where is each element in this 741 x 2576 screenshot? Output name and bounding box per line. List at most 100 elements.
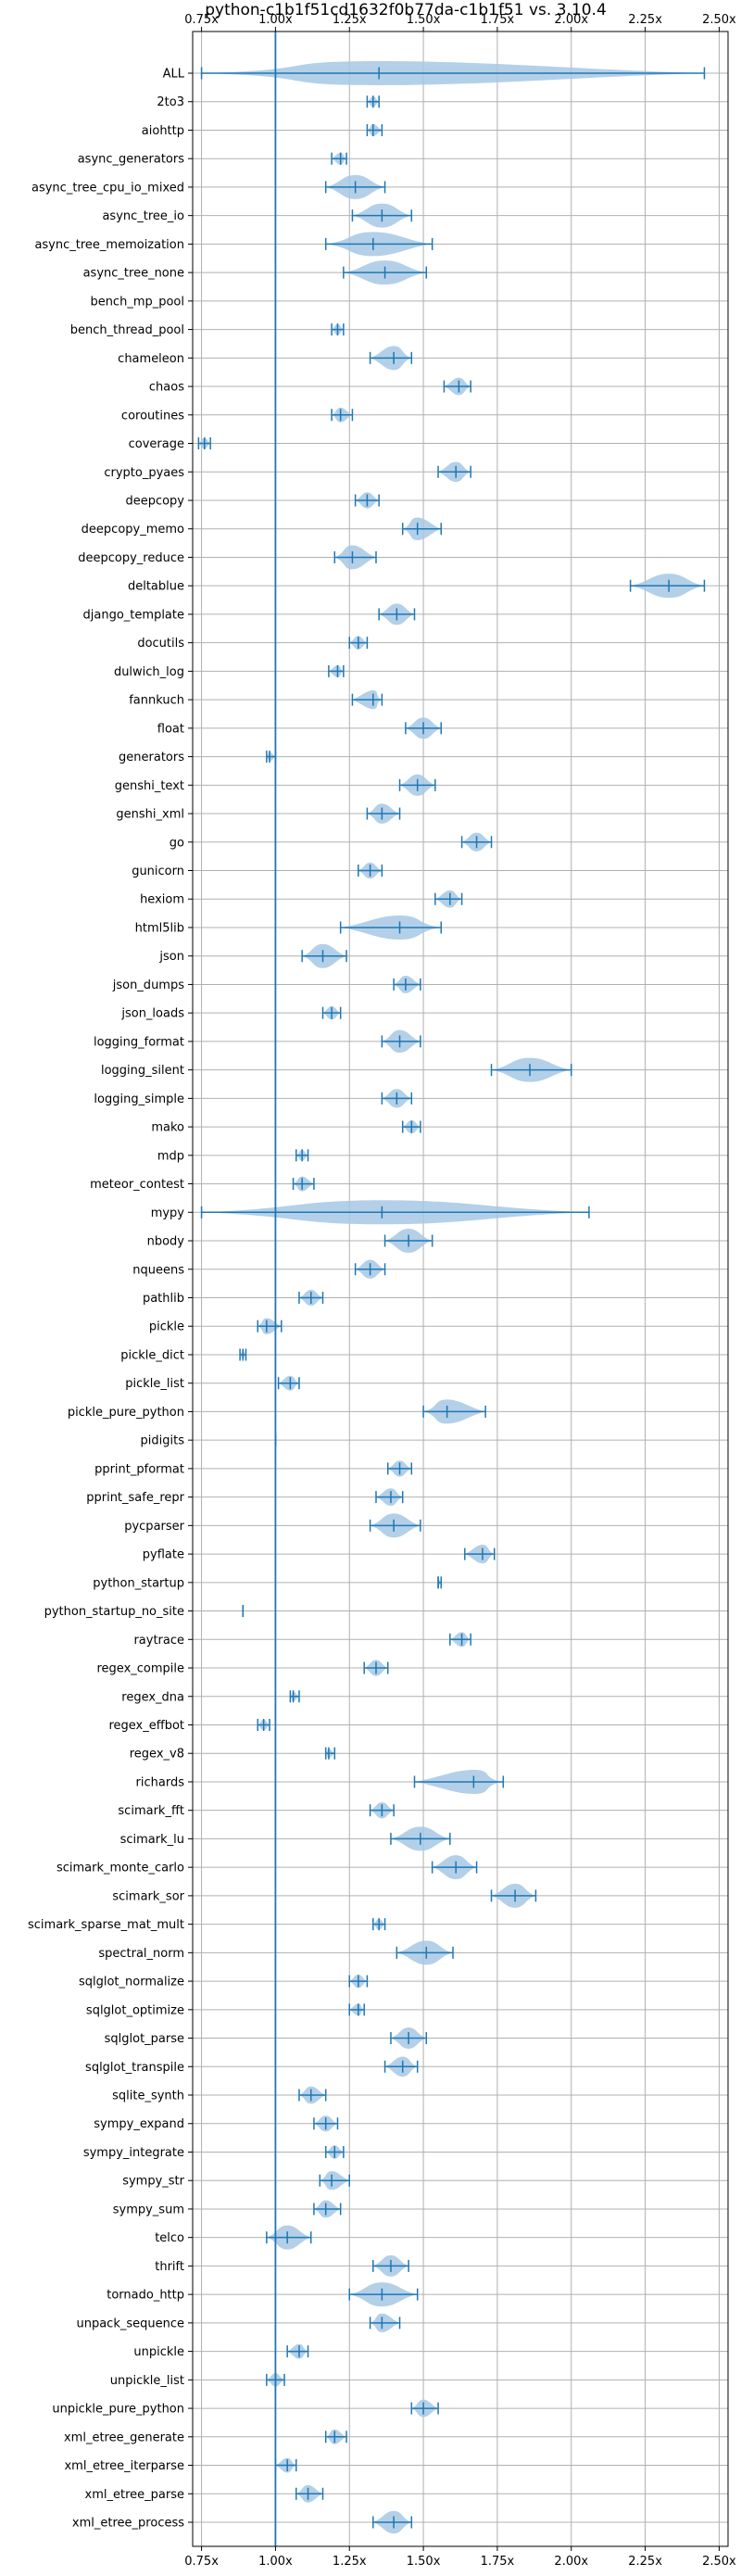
y-tick-label: json_dumps [112, 979, 184, 992]
violin-group [351, 203, 413, 228]
violin-group [298, 1289, 324, 1307]
violin-group [331, 323, 345, 336]
violin-group [381, 1029, 421, 1054]
y-tick-label: nqueens [132, 1263, 184, 1277]
violin-group [372, 1918, 386, 1931]
y-tick-label: sqlglot_transpile [85, 2061, 184, 2075]
violin-group [490, 1057, 572, 1082]
y-tick-label: unpickle [133, 2345, 184, 2359]
y-tick-label: pprint_safe_repr [86, 1491, 184, 1505]
x-tick-label-top: 2.25x [628, 13, 662, 27]
violin-group [257, 1318, 283, 1334]
violin-group [369, 2313, 401, 2332]
y-tick-label: unpickle_list [110, 2374, 184, 2388]
violin-group [372, 2510, 413, 2534]
y-tick-label: scimark_monte_carlo [57, 1862, 184, 1875]
violin-group [331, 407, 354, 423]
y-tick-label: scimark_sor [112, 1889, 184, 1903]
y-axis: ALL 2to3 aiohttp async_generators async_tree… [28, 68, 193, 2531]
y-tick-label: pprint_pformat [94, 1462, 184, 1476]
y-tick-label: regex_dna [121, 1690, 184, 1704]
y-tick-label: generators [119, 751, 184, 764]
violin-group [437, 461, 471, 483]
violin-group [383, 2056, 419, 2077]
violin-group [366, 803, 401, 824]
y-tick-label: bench_thread_pool [70, 323, 184, 337]
y-tick-label: deepcopy_reduce [78, 551, 184, 565]
violin-group [324, 1747, 336, 1760]
violin-group [200, 61, 706, 85]
violin-group [405, 717, 442, 739]
y-tick-label: regex_effbot [108, 1719, 184, 1733]
y-tick-label: dulwich_log [114, 665, 184, 679]
y-tick-label: gunicorn [132, 865, 184, 878]
violin-group [324, 232, 433, 257]
y-tick-label: fannkuch [129, 694, 184, 708]
y-tick-label: sqlite_synth [112, 2090, 184, 2103]
chart-title: python-c1b1f51cd1632f0b77da-c1b1f51 vs. … [205, 1, 607, 19]
y-tick-label: sympy_str [122, 2175, 184, 2189]
y-tick-label: hexiom [140, 893, 184, 907]
x-tick-label-top: 2.00x [554, 13, 588, 27]
violin-group [410, 2399, 439, 2418]
violin-group [398, 774, 436, 796]
y-tick-label: genshi_text [115, 779, 184, 793]
y-tick-label: mako [151, 1121, 184, 1135]
violin-group [343, 260, 428, 285]
y-tick-label: pickle_list [125, 1377, 184, 1391]
y-tick-label: logging_simple [94, 1092, 184, 1106]
violin-group [366, 95, 380, 108]
x-tick-label-bottom: 1.00x [258, 2555, 293, 2569]
y-tick-label: nbody [147, 1235, 185, 1249]
violin-group [328, 664, 345, 677]
violin-group [490, 1883, 537, 1908]
violin-group [324, 2429, 347, 2444]
violin-group [257, 1718, 270, 1731]
x-tick-label-top: 1.25x [333, 13, 367, 27]
y-tick-label: sqlglot_optimize [86, 2003, 184, 2017]
y-tick-label: bench_mp_pool [90, 295, 184, 309]
violin-group [443, 377, 471, 396]
y-tick-label: mypy [151, 1206, 185, 1220]
y-tick-label: unpack_sequence [76, 2317, 184, 2330]
y-tick-label: async_tree_memoization [34, 238, 184, 252]
y-tick-label: coroutines [121, 409, 184, 423]
y-tick-label: pycparser [124, 1520, 184, 1534]
violin-group [324, 174, 386, 199]
y-tick-label: logging_silent [101, 1064, 184, 1078]
violin-group [437, 1576, 442, 1589]
violin-group [348, 2003, 365, 2016]
violin-group [369, 1802, 395, 1819]
violin-group [413, 1769, 505, 1794]
violin-group [383, 1229, 433, 1254]
y-tick-label: scimark_lu [120, 1833, 184, 1847]
y-tick-label: go [170, 836, 184, 850]
x-axis-top: 0.75x 1.00x 1.25x 1.50x 1.75x 2.00x 2.25x 2.50x [184, 13, 736, 32]
y-tick-label: async_tree_cpu_io_mixed [31, 181, 184, 195]
violin-group [431, 1855, 478, 1880]
y-tick-label: async_tree_none [83, 267, 184, 281]
y-tick-label: unpickle_pure_python [52, 2403, 184, 2417]
y-tick-label: meteor_contest [90, 1178, 184, 1192]
y-tick-label: pickle_dict [120, 1348, 184, 1362]
y-tick-label: deltablue [128, 580, 184, 594]
x-axis-bottom: 0.75x 1.00x 1.25x 1.50x 1.75x 2.00x 2.25x 2.50x [184, 2546, 736, 2569]
y-tick-label: html5lib [135, 921, 184, 935]
violin-group [363, 1660, 389, 1676]
violin-group [434, 890, 463, 908]
y-tick-label: deepcopy [125, 494, 184, 508]
y-tick-label: xml_etree_process [72, 2517, 184, 2531]
violin-group [378, 603, 416, 625]
y-tick-label: spectral_norm [98, 1947, 184, 1961]
violin-group [197, 437, 211, 450]
x-tick-label-bottom: 1.50x [407, 2555, 441, 2569]
violins [197, 61, 706, 2534]
y-tick-label: thrift [155, 2260, 184, 2274]
y-tick-label: genshi_xml [116, 808, 184, 822]
x-tick-label-top: 1.50x [407, 13, 441, 27]
y-tick-label: pathlib [143, 1292, 184, 1306]
x-tick-label-bottom: 2.50x [702, 2555, 736, 2569]
violin-group [200, 1200, 590, 1225]
violin-group [348, 2282, 419, 2307]
y-tick-label: deepcopy_memo [82, 523, 184, 537]
